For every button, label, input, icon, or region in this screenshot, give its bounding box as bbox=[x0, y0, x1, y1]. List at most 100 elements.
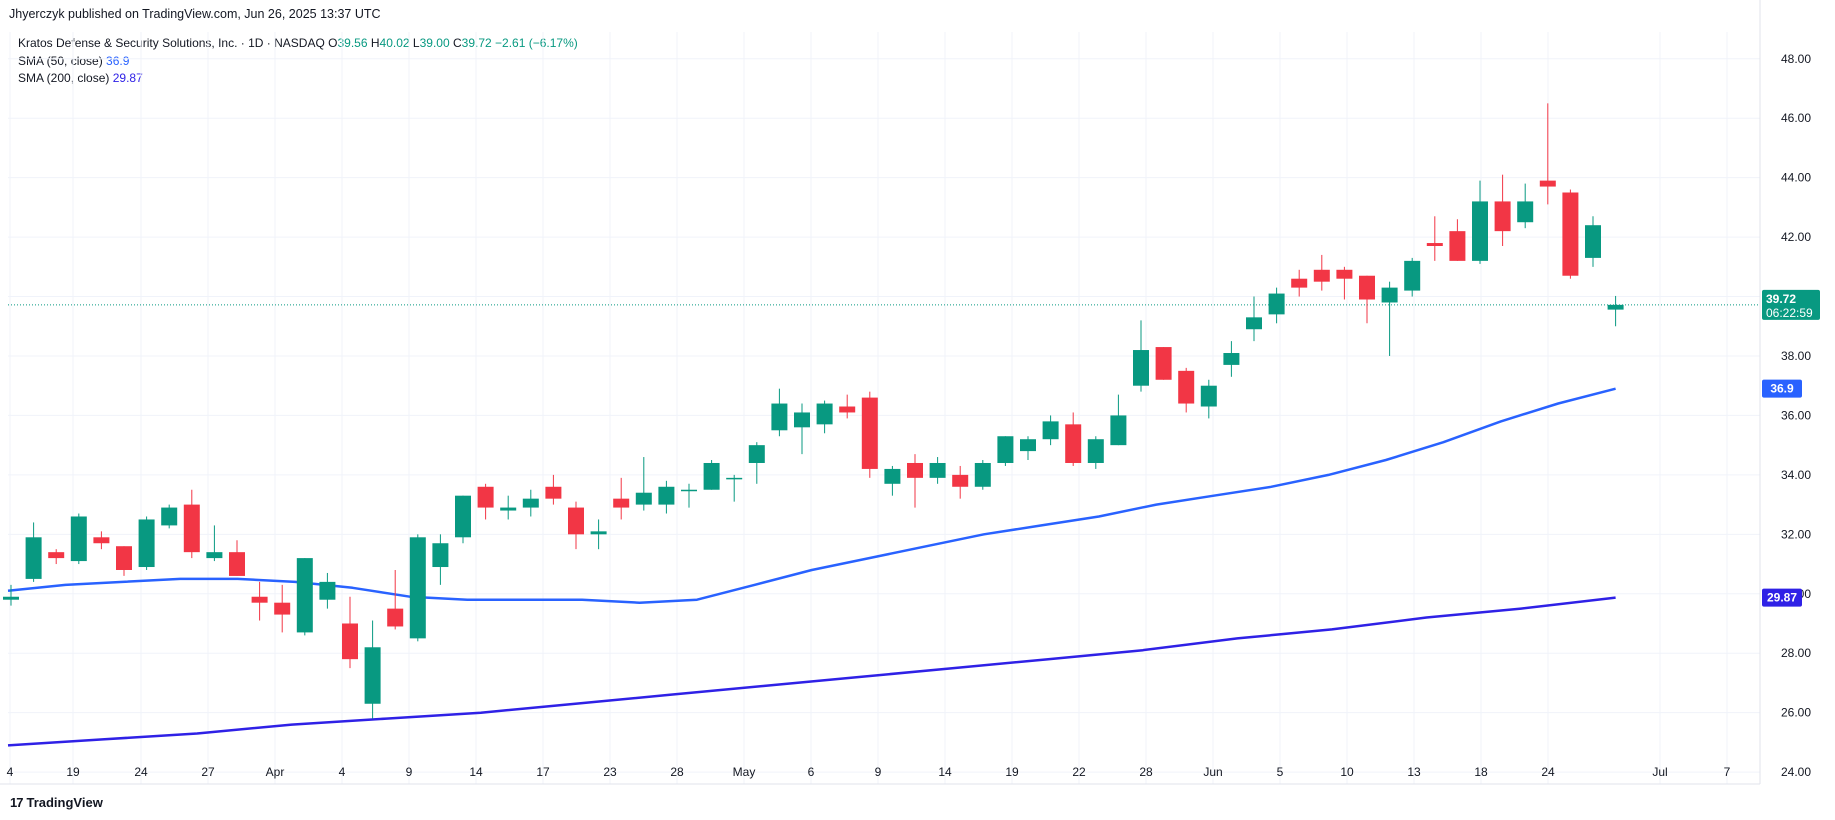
sma50-tag-value: 36.9 bbox=[1770, 382, 1794, 396]
candle bbox=[1133, 320, 1149, 392]
candle bbox=[500, 495, 517, 520]
candle bbox=[861, 391, 878, 478]
candle-body bbox=[884, 468, 901, 484]
candle-body bbox=[1359, 275, 1375, 300]
candle bbox=[703, 460, 720, 490]
sma50-tag: 36.9 bbox=[1762, 379, 1802, 398]
candle-body bbox=[206, 552, 223, 559]
candle bbox=[1562, 189, 1579, 279]
candle-body bbox=[839, 406, 856, 413]
sma200-value: 29.87 bbox=[112, 71, 143, 85]
open-value: 39.56 bbox=[337, 36, 368, 50]
candle bbox=[1042, 415, 1059, 446]
candle bbox=[1246, 296, 1262, 342]
candle bbox=[183, 489, 200, 559]
x-tick-label: 7 bbox=[1724, 765, 1731, 779]
candle-body bbox=[70, 516, 87, 562]
y-tick-label: 44.00 bbox=[1781, 171, 1811, 185]
candle-body bbox=[1517, 201, 1534, 223]
candle bbox=[161, 504, 178, 529]
x-tick-label: Apr bbox=[266, 765, 285, 779]
candle bbox=[1404, 257, 1421, 297]
x-tick-label: May bbox=[733, 765, 756, 779]
candle bbox=[1178, 367, 1195, 413]
candle bbox=[771, 388, 788, 437]
x-tick-label: 14 bbox=[938, 765, 952, 779]
candle-body bbox=[658, 486, 675, 505]
candle-body bbox=[681, 489, 697, 492]
candle bbox=[658, 480, 675, 514]
candle bbox=[1517, 183, 1534, 229]
sma200-tag-bg bbox=[1762, 588, 1802, 607]
candle bbox=[1065, 412, 1082, 466]
candle-body bbox=[48, 552, 65, 559]
y-tick-label: 48.00 bbox=[1781, 52, 1811, 66]
sma200-legend-row[interactable]: SMA (200, close) 29.87 bbox=[18, 70, 578, 88]
candle bbox=[952, 465, 969, 499]
candle bbox=[590, 519, 607, 550]
x-tick-label: Jun bbox=[1203, 765, 1222, 779]
candle-body bbox=[1336, 269, 1353, 279]
y-tick-label: 28.00 bbox=[1781, 646, 1811, 660]
candle-body bbox=[1449, 231, 1466, 261]
sma200-layer bbox=[7, 596, 1616, 747]
sma50-legend-row[interactable]: SMA (50, close) 36.9 bbox=[18, 53, 578, 71]
candle-body bbox=[545, 486, 562, 499]
tradingview-logo[interactable]: 17 TradingView bbox=[10, 795, 103, 810]
low-label: L bbox=[412, 36, 420, 50]
candle-body bbox=[138, 519, 155, 568]
sma50-label: SMA (50, close) bbox=[18, 53, 103, 68]
candle bbox=[1313, 254, 1330, 291]
candle-body bbox=[1065, 424, 1082, 463]
x-tick-label: 24 bbox=[134, 765, 148, 779]
candle bbox=[1359, 275, 1375, 324]
sma50-tag-bg bbox=[1762, 379, 1802, 398]
candle-body bbox=[116, 546, 132, 570]
current-price-tag-value: 39.72 bbox=[1766, 292, 1796, 306]
candle bbox=[1472, 180, 1488, 264]
candle bbox=[635, 457, 652, 511]
candle-body bbox=[500, 507, 517, 511]
publish-info: Jhyerczyk published on TradingView.com, … bbox=[9, 7, 381, 21]
change-value: −2.61 (−6.17%) bbox=[495, 36, 578, 50]
tradingview-logo-icon: 17 bbox=[10, 795, 24, 810]
candle-body bbox=[861, 397, 878, 469]
candle bbox=[48, 549, 65, 565]
x-tick-label: Jul bbox=[1652, 765, 1667, 779]
candle-body bbox=[794, 412, 810, 428]
high-value: 40.02 bbox=[379, 36, 410, 50]
x-tick-label: 18 bbox=[1474, 765, 1488, 779]
low-value: 39.00 bbox=[419, 36, 450, 50]
candle-body bbox=[703, 462, 720, 490]
y-tick-label: 32.00 bbox=[1781, 527, 1811, 541]
symbol-title[interactable]: Kratos Defense & Security Solutions, Inc… bbox=[18, 36, 325, 50]
candle-body bbox=[590, 531, 607, 535]
candle-body bbox=[1562, 192, 1579, 276]
candle-body bbox=[3, 596, 19, 600]
candle-body bbox=[1539, 180, 1556, 187]
x-tick-label: 19 bbox=[1005, 765, 1019, 779]
sma200-tag-value: 29.87 bbox=[1767, 591, 1797, 605]
sma200-line bbox=[7, 596, 1616, 747]
candle bbox=[545, 474, 562, 505]
candle-body bbox=[183, 504, 200, 553]
candle bbox=[93, 531, 110, 550]
candle bbox=[1087, 436, 1104, 469]
candle-body bbox=[1494, 201, 1511, 232]
x-tick-label: 10 bbox=[1340, 765, 1354, 779]
candle bbox=[342, 596, 358, 669]
sma200-label: SMA (200, close) bbox=[18, 71, 110, 85]
candle-body bbox=[929, 462, 946, 478]
tradingview-logo-text: TradingView bbox=[26, 795, 103, 810]
candle bbox=[296, 558, 313, 636]
candle-body bbox=[1042, 421, 1059, 440]
candle bbox=[1110, 394, 1127, 446]
x-tick-label: 28 bbox=[670, 765, 684, 779]
candle-body bbox=[1200, 385, 1217, 407]
candle-body bbox=[93, 537, 110, 544]
candle bbox=[319, 572, 336, 609]
candle bbox=[1223, 341, 1240, 377]
candle-body bbox=[1223, 353, 1240, 365]
